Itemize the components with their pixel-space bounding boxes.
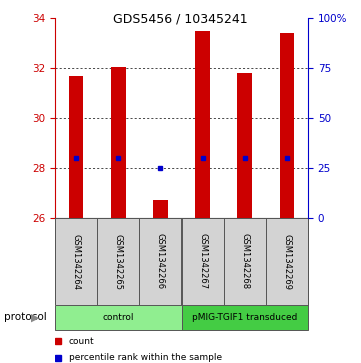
Bar <box>182 305 308 330</box>
Text: GSM1342269: GSM1342269 <box>282 233 291 290</box>
Bar <box>111 67 126 218</box>
Bar <box>69 76 83 218</box>
Text: GSM1342264: GSM1342264 <box>71 233 81 290</box>
Text: GSM1342265: GSM1342265 <box>114 233 123 290</box>
Text: GSM1342267: GSM1342267 <box>198 233 207 290</box>
Text: ▶: ▶ <box>31 313 40 322</box>
Text: GSM1342266: GSM1342266 <box>156 233 165 290</box>
Text: percentile rank within the sample: percentile rank within the sample <box>69 353 222 362</box>
Bar <box>238 73 252 218</box>
Bar <box>153 200 168 218</box>
Bar <box>97 218 139 305</box>
Bar <box>55 305 182 330</box>
Bar <box>224 218 266 305</box>
Bar <box>55 218 97 305</box>
Bar <box>139 218 182 305</box>
Bar <box>182 218 224 305</box>
Text: control: control <box>103 313 134 322</box>
Text: protocol: protocol <box>4 313 46 322</box>
Bar <box>266 218 308 305</box>
Text: GSM1342268: GSM1342268 <box>240 233 249 290</box>
Text: pMIG-TGIF1 transduced: pMIG-TGIF1 transduced <box>192 313 297 322</box>
Text: GDS5456 / 10345241: GDS5456 / 10345241 <box>113 13 248 26</box>
Text: count: count <box>69 337 94 346</box>
Bar <box>279 33 294 218</box>
Bar <box>195 30 210 218</box>
